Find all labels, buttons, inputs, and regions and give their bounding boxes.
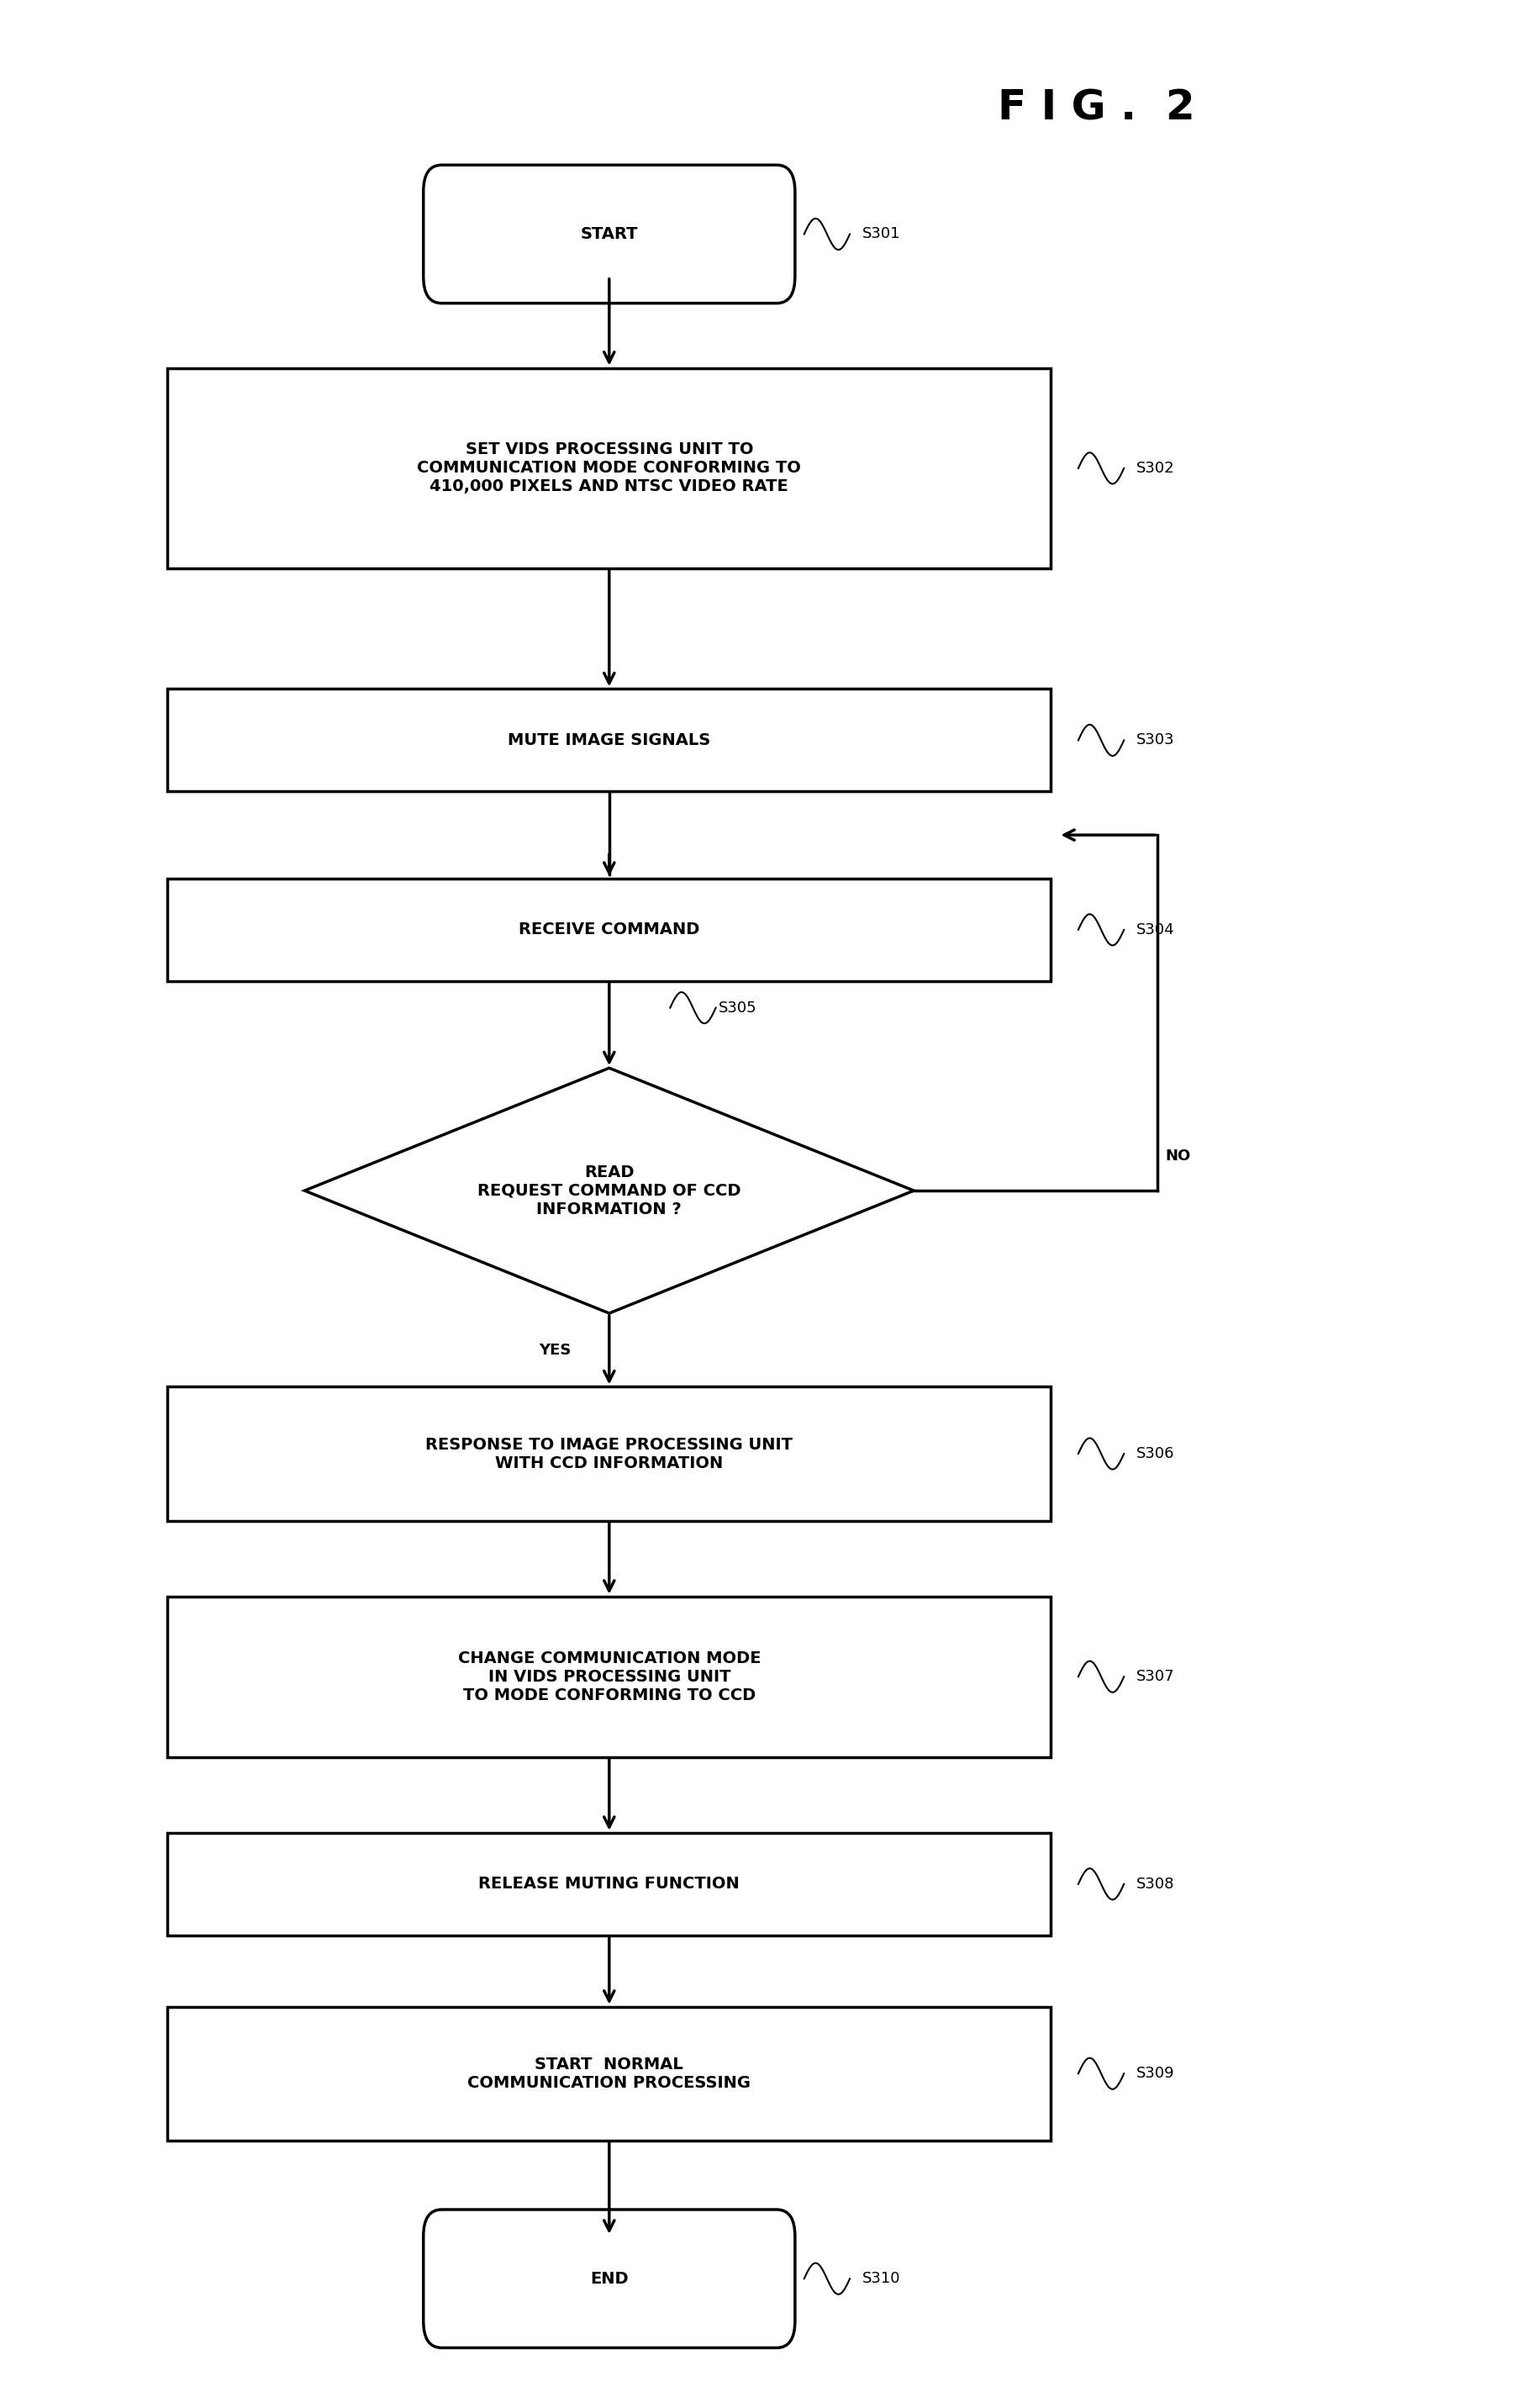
- Bar: [168, 879, 1051, 980]
- Text: END: END: [589, 2271, 629, 2288]
- Text: S305: S305: [719, 999, 757, 1016]
- Text: S304: S304: [1136, 922, 1174, 937]
- Text: S310: S310: [862, 2271, 900, 2285]
- Text: MUTE IMAGE SIGNALS: MUTE IMAGE SIGNALS: [507, 732, 711, 749]
- Text: START  NORMAL
COMMUNICATION PROCESSING: START NORMAL COMMUNICATION PROCESSING: [468, 2056, 751, 2090]
- Text: S309: S309: [1136, 2066, 1174, 2081]
- Text: NO: NO: [1165, 1149, 1191, 1163]
- Bar: [168, 689, 1051, 792]
- Text: RELEASE MUTING FUNCTION: RELEASE MUTING FUNCTION: [478, 1876, 740, 1893]
- Text: S308: S308: [1136, 1876, 1174, 1893]
- Text: YES: YES: [539, 1344, 571, 1358]
- Text: S306: S306: [1136, 1447, 1174, 1462]
- Text: START: START: [580, 226, 638, 243]
- Text: S303: S303: [1136, 732, 1174, 749]
- Bar: [168, 1832, 1051, 1936]
- Text: RECEIVE COMMAND: RECEIVE COMMAND: [519, 922, 699, 937]
- Bar: [168, 368, 1051, 568]
- Bar: [168, 1387, 1051, 1519]
- Text: S301: S301: [862, 226, 900, 241]
- Text: F I G .  2: F I G . 2: [998, 89, 1196, 128]
- Text: RESPONSE TO IMAGE PROCESSING UNIT
WITH CCD INFORMATION: RESPONSE TO IMAGE PROCESSING UNIT WITH C…: [425, 1438, 793, 1471]
- Text: READ
REQUEST COMMAND OF CCD
INFORMATION ?: READ REQUEST COMMAND OF CCD INFORMATION …: [477, 1163, 742, 1216]
- Polygon shape: [305, 1069, 914, 1312]
- FancyBboxPatch shape: [423, 2211, 795, 2348]
- FancyBboxPatch shape: [423, 166, 795, 303]
- Text: CHANGE COMMUNICATION MODE
IN VIDS PROCESSING UNIT
TO MODE CONFORMING TO CCD: CHANGE COMMUNICATION MODE IN VIDS PROCES…: [458, 1649, 760, 1702]
- Bar: [168, 2006, 1051, 2141]
- Bar: [168, 1597, 1051, 1758]
- Text: S307: S307: [1136, 1669, 1174, 1683]
- Text: SET VIDS PROCESSING UNIT TO
COMMUNICATION MODE CONFORMING TO
410,000 PIXELS AND : SET VIDS PROCESSING UNIT TO COMMUNICATIO…: [417, 441, 801, 494]
- Text: S302: S302: [1136, 460, 1174, 477]
